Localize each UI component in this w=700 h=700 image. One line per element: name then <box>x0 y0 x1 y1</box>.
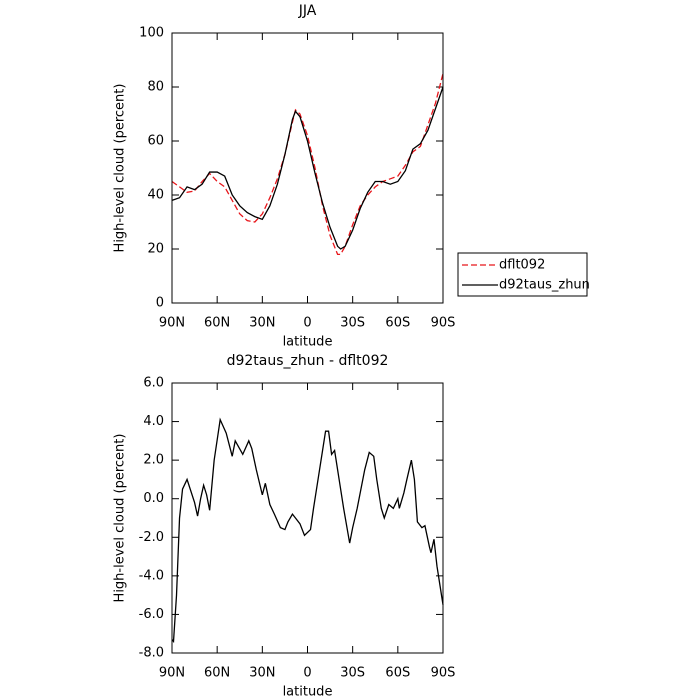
x-tick-label: 90S <box>431 666 456 681</box>
plot-frame <box>171 32 444 304</box>
y-tick-label: 60 <box>147 134 164 149</box>
y-tick-label: 20 <box>147 242 164 257</box>
x-tick-label: 0 <box>303 316 311 331</box>
legend-label: d92taus_zhun <box>499 278 590 293</box>
x-tick-label: 60S <box>385 666 410 681</box>
x-tick-label: 60S <box>385 316 410 331</box>
x-tick-label: 30S <box>340 666 365 681</box>
y-tick-label: 6.0 <box>143 376 164 391</box>
x-tick-label: 0 <box>303 666 311 681</box>
y-tick-label: -8.0 <box>139 646 164 661</box>
x-tick-label: 60N <box>204 666 230 681</box>
data-line <box>171 417 444 644</box>
legend-box <box>457 252 588 297</box>
x-tick-label: 90N <box>159 316 185 331</box>
y-tick-label: -6.0 <box>139 607 164 622</box>
x-axis-label: latitude <box>283 335 333 350</box>
plot-frame <box>171 382 444 654</box>
legend-label: dflt092 <box>499 258 545 273</box>
y-axis-label: High-level cloud (percent) <box>113 434 128 603</box>
y-tick-label: 80 <box>147 80 164 95</box>
y-tick-label: -4.0 <box>139 568 164 583</box>
y-tick-label: -2.0 <box>139 530 164 545</box>
y-axis-label: High-level cloud (percent) <box>113 84 128 253</box>
x-tick-label: 90N <box>159 666 185 681</box>
x-tick-label: 30N <box>249 666 275 681</box>
chart-title: JJA <box>298 3 317 19</box>
y-tick-label: 2.0 <box>143 453 164 468</box>
y-tick-label: 0 <box>156 296 164 311</box>
x-tick-label: 90S <box>431 316 456 331</box>
data-line <box>171 73 444 256</box>
x-tick-label: 60N <box>204 316 230 331</box>
chart-title: d92taus_zhun - dflt092 <box>227 353 389 369</box>
y-tick-label: 0.0 <box>143 491 164 506</box>
x-axis-label: latitude <box>283 685 333 700</box>
y-tick-label: 4.0 <box>143 414 164 429</box>
x-tick-label: 30S <box>340 316 365 331</box>
y-tick-label: 100 <box>139 26 164 41</box>
data-line <box>171 86 444 250</box>
y-tick-label: 40 <box>147 188 164 203</box>
x-tick-label: 30N <box>249 316 275 331</box>
